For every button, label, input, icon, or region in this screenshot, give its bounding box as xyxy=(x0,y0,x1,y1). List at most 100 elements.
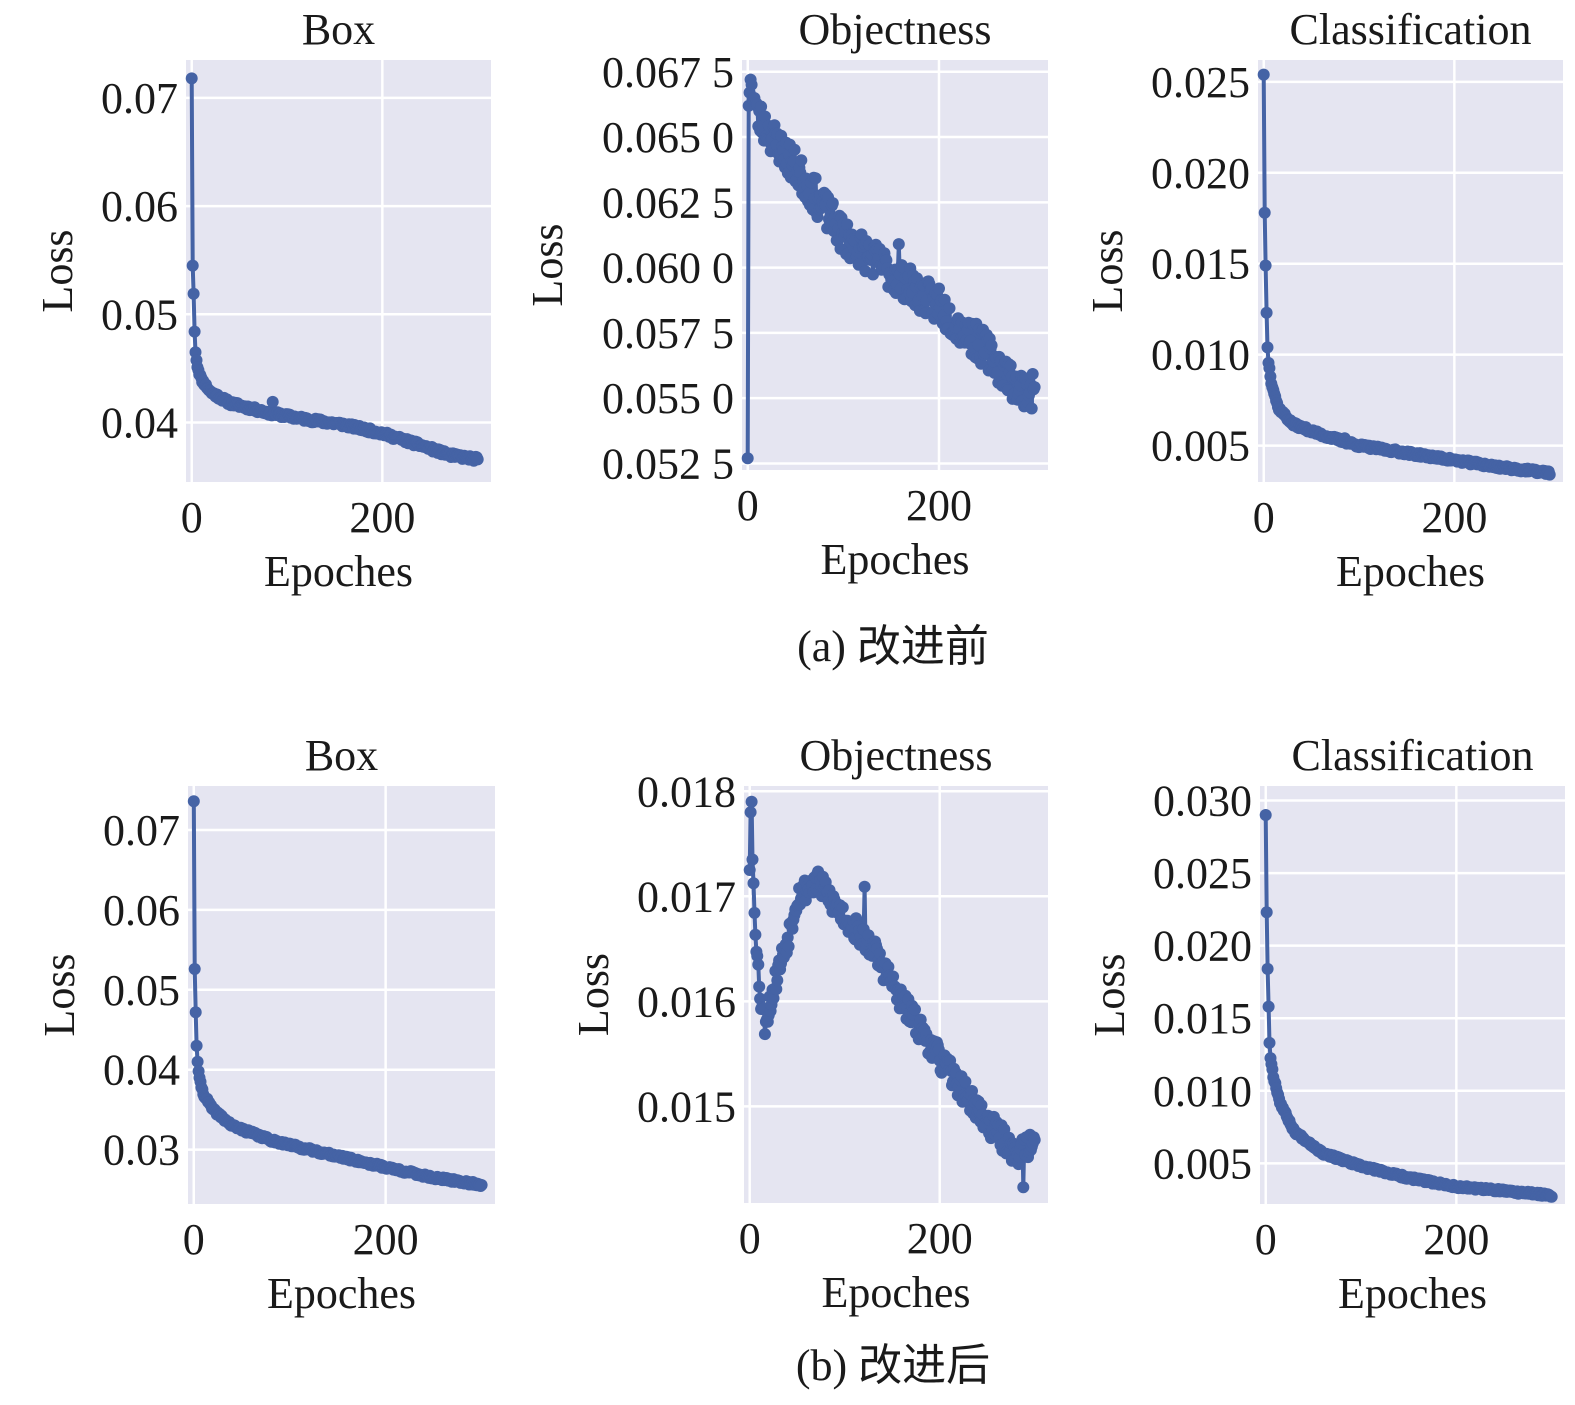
data-point xyxy=(1263,1036,1276,1049)
data-point xyxy=(1260,906,1273,919)
panel-a-box: 0.04 0.05 0.06 0.07 0 200 Box Epoches Loss xyxy=(33,5,491,596)
data-point xyxy=(1004,359,1017,372)
data-point xyxy=(759,110,771,123)
y-tick-label: 0.020 xyxy=(1151,149,1250,198)
y-tick-label: 0.03 xyxy=(103,1126,180,1175)
data-point xyxy=(887,970,900,983)
y-tick-label: 0.015 xyxy=(1153,994,1252,1043)
y-axis-label: Loss xyxy=(33,229,82,312)
y-tick-label: 0.016 xyxy=(637,977,736,1026)
y-axis-label: Loss xyxy=(569,953,618,1036)
x-axis-label: Epoches xyxy=(821,1268,970,1317)
y-tick-label: 0.06 xyxy=(103,886,180,935)
data-point xyxy=(755,100,768,113)
data-point xyxy=(1261,962,1274,975)
y-tick-label: 0.015 xyxy=(637,1082,736,1131)
data-point xyxy=(187,287,200,300)
y-tick-label: 0.005 xyxy=(1153,1139,1252,1188)
data-point xyxy=(836,901,849,914)
data-point xyxy=(858,880,871,893)
series-markers xyxy=(741,73,1041,465)
y-axis-label: Loss xyxy=(35,953,84,1036)
data-point xyxy=(795,154,808,167)
data-point xyxy=(1025,402,1038,415)
y-tick-label: 0.05 xyxy=(101,290,178,339)
data-point xyxy=(892,238,905,251)
panel-b-objectness: 0.015 0.016 0.017 0.018 0 200 Objectness Epoche… xyxy=(569,731,1048,1317)
x-tick-label: 200 xyxy=(907,1214,973,1263)
panel-b-box: 0.03 0.04 0.05 0.06 0.07 0 200 Box Epoches Loss xyxy=(35,731,495,1318)
chart-title: Objectness xyxy=(799,731,992,780)
data-point xyxy=(749,928,762,941)
data-point xyxy=(1261,341,1274,354)
data-point xyxy=(1026,368,1039,380)
data-point xyxy=(752,958,765,971)
x-tick-label: 200 xyxy=(349,493,415,542)
x-axis-label: Epoches xyxy=(820,535,969,584)
y-tick-label: 0.065 0 xyxy=(602,113,734,162)
data-point xyxy=(188,325,201,338)
data-point xyxy=(1017,1181,1030,1194)
data-point xyxy=(767,992,780,1005)
x-tick-label: 200 xyxy=(353,1215,419,1264)
data-point xyxy=(471,453,484,466)
x-tick-label: 200 xyxy=(906,481,972,530)
x-tick-label: 0 xyxy=(737,481,759,530)
data-point xyxy=(788,143,801,156)
data-point xyxy=(1258,206,1271,219)
plot-area xyxy=(188,786,495,1204)
chart-title: Box xyxy=(302,5,375,54)
x-tick-label: 0 xyxy=(1255,1215,1277,1264)
y-tick-label: 0.062 5 xyxy=(602,178,734,227)
series-markers xyxy=(1259,809,1558,1203)
data-point xyxy=(933,282,945,295)
data-point xyxy=(741,452,754,465)
data-point xyxy=(882,960,895,973)
y-tick-label: 0.015 xyxy=(1151,240,1250,289)
x-axis-label: Epoches xyxy=(264,547,413,596)
data-point xyxy=(758,1028,771,1041)
data-point xyxy=(744,806,757,819)
data-point xyxy=(1259,259,1272,272)
data-point xyxy=(185,72,198,85)
data-point xyxy=(1028,1133,1041,1146)
x-tick-label: 0 xyxy=(1253,493,1275,542)
data-point xyxy=(943,302,956,315)
data-point xyxy=(1262,1000,1275,1013)
y-tick-label: 0.057 5 xyxy=(602,309,734,358)
y-tick-label: 0.04 xyxy=(101,398,178,447)
panel-b-classification: 0.005 0.010 0.015 0.020 0.025 0.030 0 200 Classi… xyxy=(1085,731,1565,1318)
series-markers xyxy=(1257,68,1556,481)
data-point xyxy=(959,1075,972,1088)
x-axis-label: Epoches xyxy=(1336,547,1485,596)
data-point xyxy=(771,974,784,987)
data-point xyxy=(747,877,760,890)
data-point xyxy=(781,931,794,944)
data-point xyxy=(753,980,766,993)
caption-a: (a) 改进前 xyxy=(797,622,989,671)
data-point xyxy=(475,1179,488,1191)
data-point xyxy=(841,218,854,231)
x-axis-label: Epoches xyxy=(267,1269,416,1318)
y-axis-label: Loss xyxy=(1083,229,1132,312)
data-point xyxy=(770,983,783,996)
data-point xyxy=(1260,306,1273,319)
chart-title: Classification xyxy=(1292,731,1534,780)
data-point xyxy=(191,1055,204,1068)
y-tick-label: 0.07 xyxy=(101,74,178,123)
data-point xyxy=(873,947,886,960)
data-point xyxy=(746,853,759,866)
series-markers xyxy=(187,795,488,1192)
y-tick-label: 0.06 xyxy=(101,182,178,231)
y-tick-label: 0.067 5 xyxy=(602,48,734,97)
y-tick-label: 0.025 xyxy=(1151,58,1250,107)
y-tick-label: 0.05 xyxy=(103,966,180,1015)
data-point xyxy=(743,864,756,876)
y-tick-label: 0.010 xyxy=(1151,331,1250,380)
y-tick-label: 0.052 5 xyxy=(602,439,734,488)
data-point xyxy=(975,1099,988,1112)
y-tick-label: 0.030 xyxy=(1153,777,1252,826)
y-tick-label: 0.060 0 xyxy=(602,244,734,293)
panel-a-objectness: 0.052 5 0.055 0 0.057 5 0.060 0 0.062 5 0.065… xyxy=(523,5,1048,584)
y-tick-label: 0.020 xyxy=(1153,922,1252,971)
